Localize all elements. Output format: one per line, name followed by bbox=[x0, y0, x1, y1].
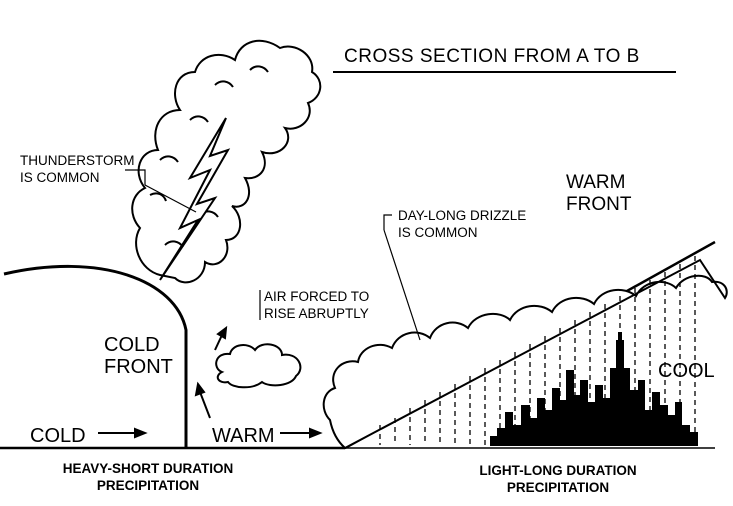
heavy-precip-label: HEAVY-SHORT DURATION PRECIPITATION bbox=[38, 460, 258, 494]
cool-air-label: COOL bbox=[658, 360, 715, 382]
thunderstorm-label-line2: IS COMMON bbox=[20, 170, 100, 185]
thunderstorm-cloud bbox=[131, 39, 322, 284]
warm-wind-arrow bbox=[280, 427, 323, 439]
cold-front-label-line2: FRONT bbox=[104, 356, 173, 378]
heavy-precip-label-line1: HEAVY-SHORT DURATION bbox=[62, 461, 234, 476]
cold-front-boundary bbox=[3, 264, 188, 448]
cold-wind-arrow bbox=[98, 427, 148, 439]
warm-front-label: WARM FRONT bbox=[566, 172, 631, 216]
light-precip-label-line2: PRECIPITATION bbox=[506, 480, 610, 495]
drizzle-label-line2: IS COMMON bbox=[398, 225, 478, 240]
light-precip-label-line1: LIGHT-LONG DURATION bbox=[479, 463, 637, 478]
lightning-bolt-icon bbox=[159, 117, 231, 281]
thunderstorm-label-line1: THUNDERSTORM bbox=[20, 153, 135, 168]
warm-air-label: WARM bbox=[212, 425, 275, 447]
thunderstorm-label: THUNDERSTORM IS COMMON bbox=[20, 152, 135, 186]
city-skyline bbox=[490, 332, 698, 446]
drizzle-label: DAY-LONG DRIZZLE IS COMMON bbox=[398, 207, 526, 241]
cold-front-label: COLD FRONT bbox=[104, 334, 173, 378]
cold-air-label: COLD bbox=[30, 425, 86, 447]
heavy-precip-label-line2: PRECIPITATION bbox=[96, 478, 200, 493]
air-forced-label-line2: RISE ABRUPTLY bbox=[264, 306, 369, 321]
light-precip-label: LIGHT-LONG DURATION PRECIPITATION bbox=[458, 462, 658, 496]
air-forced-label-line1: AIR FORCED TO bbox=[264, 289, 370, 304]
drizzle-label-line1: DAY-LONG DRIZZLE bbox=[398, 208, 527, 223]
diagram-title: CROSS SECTION FROM A TO B bbox=[344, 46, 640, 67]
warm-front-label-line2: FRONT bbox=[566, 194, 632, 215]
small-cumulus-cloud bbox=[215, 343, 302, 389]
warm-front-label-line1: WARM bbox=[566, 172, 626, 193]
rising-air-arrows bbox=[194, 325, 228, 419]
label-leader-lines bbox=[125, 169, 421, 341]
air-forced-label: AIR FORCED TO RISE ABRUPTLY bbox=[264, 288, 369, 322]
cold-front-label-line1: COLD bbox=[104, 334, 160, 356]
